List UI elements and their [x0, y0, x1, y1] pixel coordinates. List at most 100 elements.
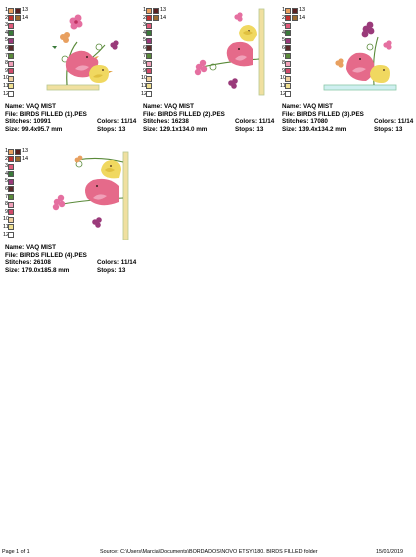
design-colors: Colors: 11/14: [374, 118, 414, 126]
color-swatch-row: 3: [143, 22, 173, 30]
color-swatch-row: 1 13: [5, 148, 35, 156]
color-swatch-row: 12: [3, 231, 35, 240]
color-swatch: [285, 53, 291, 60]
design-size: Size: 129.1x134.0 mm: [143, 125, 208, 133]
color-swatch: [146, 22, 152, 29]
color-index: 12: [141, 90, 148, 97]
design-size: Size: 99.4x95.7 mm: [5, 125, 63, 133]
design-card-3: 1 13 2 14 3 4 5 6 7 8 9 10 11 12 Name: VAQ MIST File:…: [280, 7, 416, 147]
color-swatch-row: 7: [5, 53, 35, 61]
design-stitches: Stitches: 17080: [282, 118, 328, 126]
color-index: 10: [280, 75, 287, 82]
color-swatch: [8, 7, 14, 14]
birds-design-preview-2: [194, 8, 265, 96]
color-swatch: [8, 186, 14, 193]
color-swatch: [146, 7, 152, 14]
color-index: 13: [22, 148, 29, 154]
color-index: 9: [281, 67, 285, 74]
color-swatch-row: 9: [143, 68, 173, 76]
color-index: 13: [22, 7, 29, 13]
color-swatch: [285, 83, 291, 90]
page-number: Page 1 of 1: [2, 549, 30, 555]
color-index: 4: [4, 170, 8, 177]
color-swatch-row: 12: [141, 90, 173, 99]
color-swatch: [285, 45, 291, 52]
color-index: 7: [281, 52, 285, 59]
color-swatch: [285, 22, 291, 29]
design-colors: Colors: 11/14: [97, 259, 137, 267]
color-swatch-row: 2 14: [143, 15, 173, 23]
color-swatch: [146, 45, 152, 52]
design-file: File: BIRDS FILLED (3).PES: [282, 110, 364, 118]
color-swatch: [8, 209, 14, 216]
color-index: 7: [4, 193, 8, 200]
color-swatch: [8, 216, 14, 223]
color-swatch-row: 11: [3, 223, 35, 232]
color-index: 6: [281, 44, 285, 51]
color-index: 4: [4, 29, 8, 36]
color-index: 10: [141, 75, 148, 82]
color-index: 1: [142, 7, 146, 13]
color-swatch: [146, 68, 152, 75]
color-swatch-row: 7: [282, 53, 312, 61]
color-index: 5: [4, 37, 8, 44]
color-swatch: [8, 91, 14, 98]
color-index: 14: [160, 14, 167, 21]
design-size: Size: 179.0x185.8 mm: [5, 266, 70, 274]
design-stops: Stops: 13: [97, 266, 126, 274]
color-swatch: [146, 75, 152, 82]
color-index: 7: [142, 52, 146, 59]
color-swatch-row: 4: [143, 30, 173, 38]
color-swatch: [8, 45, 14, 52]
color-index: 3: [142, 22, 146, 29]
color-swatch: [8, 53, 14, 60]
color-swatch: [285, 7, 291, 14]
color-index: 2: [142, 14, 146, 21]
design-file: File: BIRDS FILLED (2).PES: [143, 110, 225, 118]
color-swatch: [8, 15, 14, 22]
color-swatch-row: 5: [282, 37, 312, 45]
color-swatch-row: 12: [3, 91, 35, 99]
color-index: 9: [142, 67, 146, 74]
color-index: 14: [299, 14, 306, 21]
color-index: 5: [4, 178, 8, 185]
color-swatch: [285, 75, 291, 82]
color-index: 14: [22, 14, 29, 21]
color-swatch: [153, 7, 159, 14]
color-index: 12: [3, 231, 10, 238]
color-swatch: [8, 194, 14, 201]
design-stitches: Stitches: 16238: [143, 118, 189, 126]
color-swatch-row: 2 14: [5, 15, 35, 23]
color-index: 2: [281, 14, 285, 21]
color-index: 13: [160, 7, 167, 13]
color-swatch: [146, 91, 152, 98]
design-card-1: 1 13 2 14 3 4 5 6 7 8 9 10 11 12 Name: VAQ MIST File:…: [3, 7, 140, 147]
color-swatch-row: 1 13: [143, 7, 173, 15]
color-swatch-row: 11: [3, 82, 35, 91]
color-swatch: [146, 60, 152, 67]
color-swatch: [285, 15, 291, 22]
color-swatch: [292, 15, 298, 22]
color-swatch: [285, 60, 291, 67]
color-index: 10: [3, 75, 10, 82]
color-index: 11: [3, 223, 9, 230]
color-swatch-row: 8: [5, 60, 35, 68]
color-swatch-row: 6: [282, 45, 312, 53]
color-swatch-row: 2 14: [282, 15, 312, 23]
color-swatch-row: 10: [280, 75, 312, 83]
color-index: 11: [3, 82, 9, 89]
color-swatch: [146, 30, 152, 37]
color-swatch-row: 3: [282, 22, 312, 30]
color-swatch-row: 5: [5, 37, 35, 45]
color-swatch: [146, 37, 152, 44]
color-index: 4: [281, 29, 285, 36]
design-colors: Colors: 11/14: [97, 118, 137, 126]
color-swatch-row: 7: [5, 194, 35, 202]
color-swatch-row: 9: [282, 68, 312, 76]
color-swatch-row: 7: [143, 53, 173, 61]
color-index: 2: [4, 14, 8, 21]
color-index: 5: [281, 37, 285, 44]
color-index: 8: [4, 60, 8, 67]
color-index: 11: [141, 82, 147, 89]
print-date: 15/01/2019: [376, 549, 403, 555]
